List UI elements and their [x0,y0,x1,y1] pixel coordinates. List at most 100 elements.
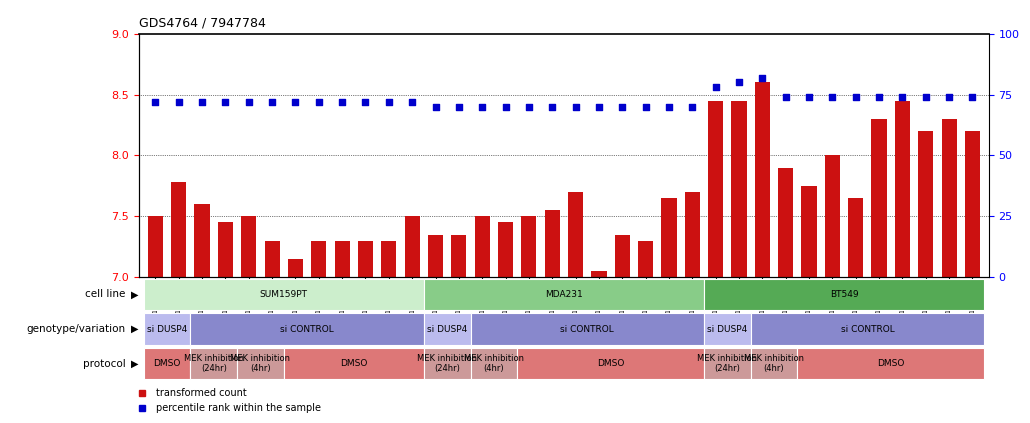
Text: ▶: ▶ [131,359,138,369]
Bar [797,348,984,379]
Bar [237,348,284,379]
Bar [451,234,467,277]
Text: si DUSP4: si DUSP4 [427,324,468,334]
Point [754,74,770,81]
Bar [427,234,443,277]
Bar [895,101,911,277]
Bar [241,216,256,277]
Point [894,94,911,101]
Bar [685,192,700,277]
Text: DMSO: DMSO [597,359,624,368]
Text: BT549: BT549 [830,290,858,299]
Bar [517,348,703,379]
Bar [284,348,424,379]
Point [824,94,840,101]
Bar [848,198,863,277]
Bar [191,313,424,345]
Text: MEK inhibition
(24hr): MEK inhibition (24hr) [417,354,477,373]
Text: DMSO: DMSO [340,359,368,368]
Point [800,94,817,101]
Text: protocol: protocol [82,359,126,369]
Bar [217,222,233,277]
Point [708,84,724,91]
Text: ▶: ▶ [131,289,138,299]
Point [147,99,164,105]
Point [264,99,280,105]
Bar [615,234,630,277]
Bar [357,241,373,277]
Bar [147,216,163,277]
Bar [195,204,210,277]
Point [381,99,398,105]
Point [427,104,444,110]
Text: percentile rank within the sample: percentile rank within the sample [157,403,321,412]
Bar [638,241,653,277]
Text: GDS4764 / 7947784: GDS4764 / 7947784 [139,16,266,30]
Point [638,104,654,110]
Point [544,104,560,110]
Text: cell line: cell line [85,289,126,299]
Text: si DUSP4: si DUSP4 [147,324,187,334]
Point [334,99,350,105]
Bar [825,156,840,277]
Bar [751,348,797,379]
Bar [661,198,677,277]
Point [451,104,468,110]
Point [614,104,630,110]
Point [521,104,538,110]
Text: SUM159PT: SUM159PT [260,290,308,299]
Text: MEK inhibition
(4hr): MEK inhibition (4hr) [231,354,290,373]
Bar [941,119,957,277]
Bar [424,313,471,345]
Bar [801,186,817,277]
Text: MEK inhibition
(24hr): MEK inhibition (24hr) [183,354,244,373]
Bar [471,348,517,379]
Bar [335,241,350,277]
Bar [265,241,280,277]
Text: genotype/variation: genotype/variation [27,324,126,334]
Text: si CONTROL: si CONTROL [280,324,334,334]
Text: DMSO: DMSO [153,359,180,368]
Point [171,99,187,105]
Bar [871,119,887,277]
Point [287,99,304,105]
Bar [497,222,513,277]
Point [940,94,957,101]
Bar [568,192,583,277]
Bar [424,348,471,379]
Bar [751,313,984,345]
Text: MDA231: MDA231 [545,290,583,299]
Point [848,94,864,101]
Bar [778,168,793,277]
Point [474,104,490,110]
Text: transformed count: transformed count [157,388,247,398]
Point [730,79,747,86]
Point [217,99,234,105]
Bar [475,216,490,277]
Point [660,104,677,110]
Bar [965,131,981,277]
Point [404,99,420,105]
Bar [144,313,191,345]
Bar [144,279,424,310]
Text: si CONTROL: si CONTROL [560,324,614,334]
Bar [191,348,237,379]
Point [684,104,700,110]
Bar [755,82,770,277]
Point [964,94,981,101]
Point [194,99,210,105]
Bar [287,259,303,277]
Text: si CONTROL: si CONTROL [840,324,894,334]
Point [241,99,258,105]
Text: si DUSP4: si DUSP4 [708,324,748,334]
Point [590,104,607,110]
Bar [311,241,327,277]
Bar [703,313,751,345]
Point [311,99,328,105]
Bar [591,271,607,277]
Point [568,104,584,110]
Bar [424,279,703,310]
Text: DMSO: DMSO [878,359,904,368]
Bar [471,313,703,345]
Point [918,94,934,101]
